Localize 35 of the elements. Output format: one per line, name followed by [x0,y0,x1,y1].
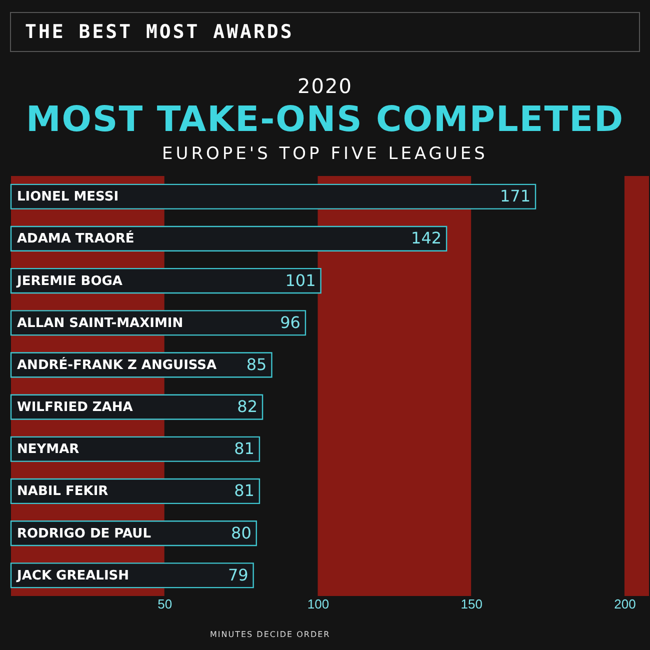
text: MINUTES DECIDE ORDER [210,630,330,639]
y-tick-label: ALLAN SAINT-MAXIMIN [17,316,184,331]
y-tick-label: LIONEL MESSI [17,190,119,205]
text: THE BEST MOST AWARDS [10,12,640,52]
data-label: 142 [411,228,442,248]
x-tick-label: 150 [460,596,482,612]
bar [10,394,264,420]
y-tick-label: NABIL FEKIR [17,484,108,500]
y-tick-label: NEYMAR [17,442,80,458]
text: 2020 [296,74,354,98]
bar [10,478,260,504]
data-label: 81 [234,439,254,458]
bar [10,226,448,252]
bar [10,184,536,210]
y-tick-label: ADAMA TRAORÉ [17,230,134,247]
data-label: 81 [234,481,254,500]
y-tick-label: JACK GREALISH [16,568,130,584]
bar [10,268,322,294]
data-label: 96 [280,312,300,332]
y-tick-label: RODRIGO DE PAUL [17,526,151,542]
x-tick-label: 200 [614,596,636,612]
data-label: 85 [246,354,267,374]
x-tick-label: 100 [307,596,330,612]
y-tick-label: ANDRÉ-FRANK Z ANGUISSA [17,356,217,373]
data-label: 171 [500,186,531,206]
y-tick-label: WILFRIED ZAHA [17,400,133,416]
data-label: 80 [231,523,252,542]
data-label: 101 [285,270,316,290]
chart-subtitle: EUROPE'S TOP FIVE LEAGUES [161,144,489,164]
data-label: 79 [228,565,248,584]
x-tick-label: 50 [158,596,172,612]
data-label: 82 [237,397,258,416]
bar [10,436,260,462]
y-tick-label: JEREMIE BOGA [16,274,122,289]
chart-title: MOST TAKE-ONS COMPLETED [24,100,626,140]
